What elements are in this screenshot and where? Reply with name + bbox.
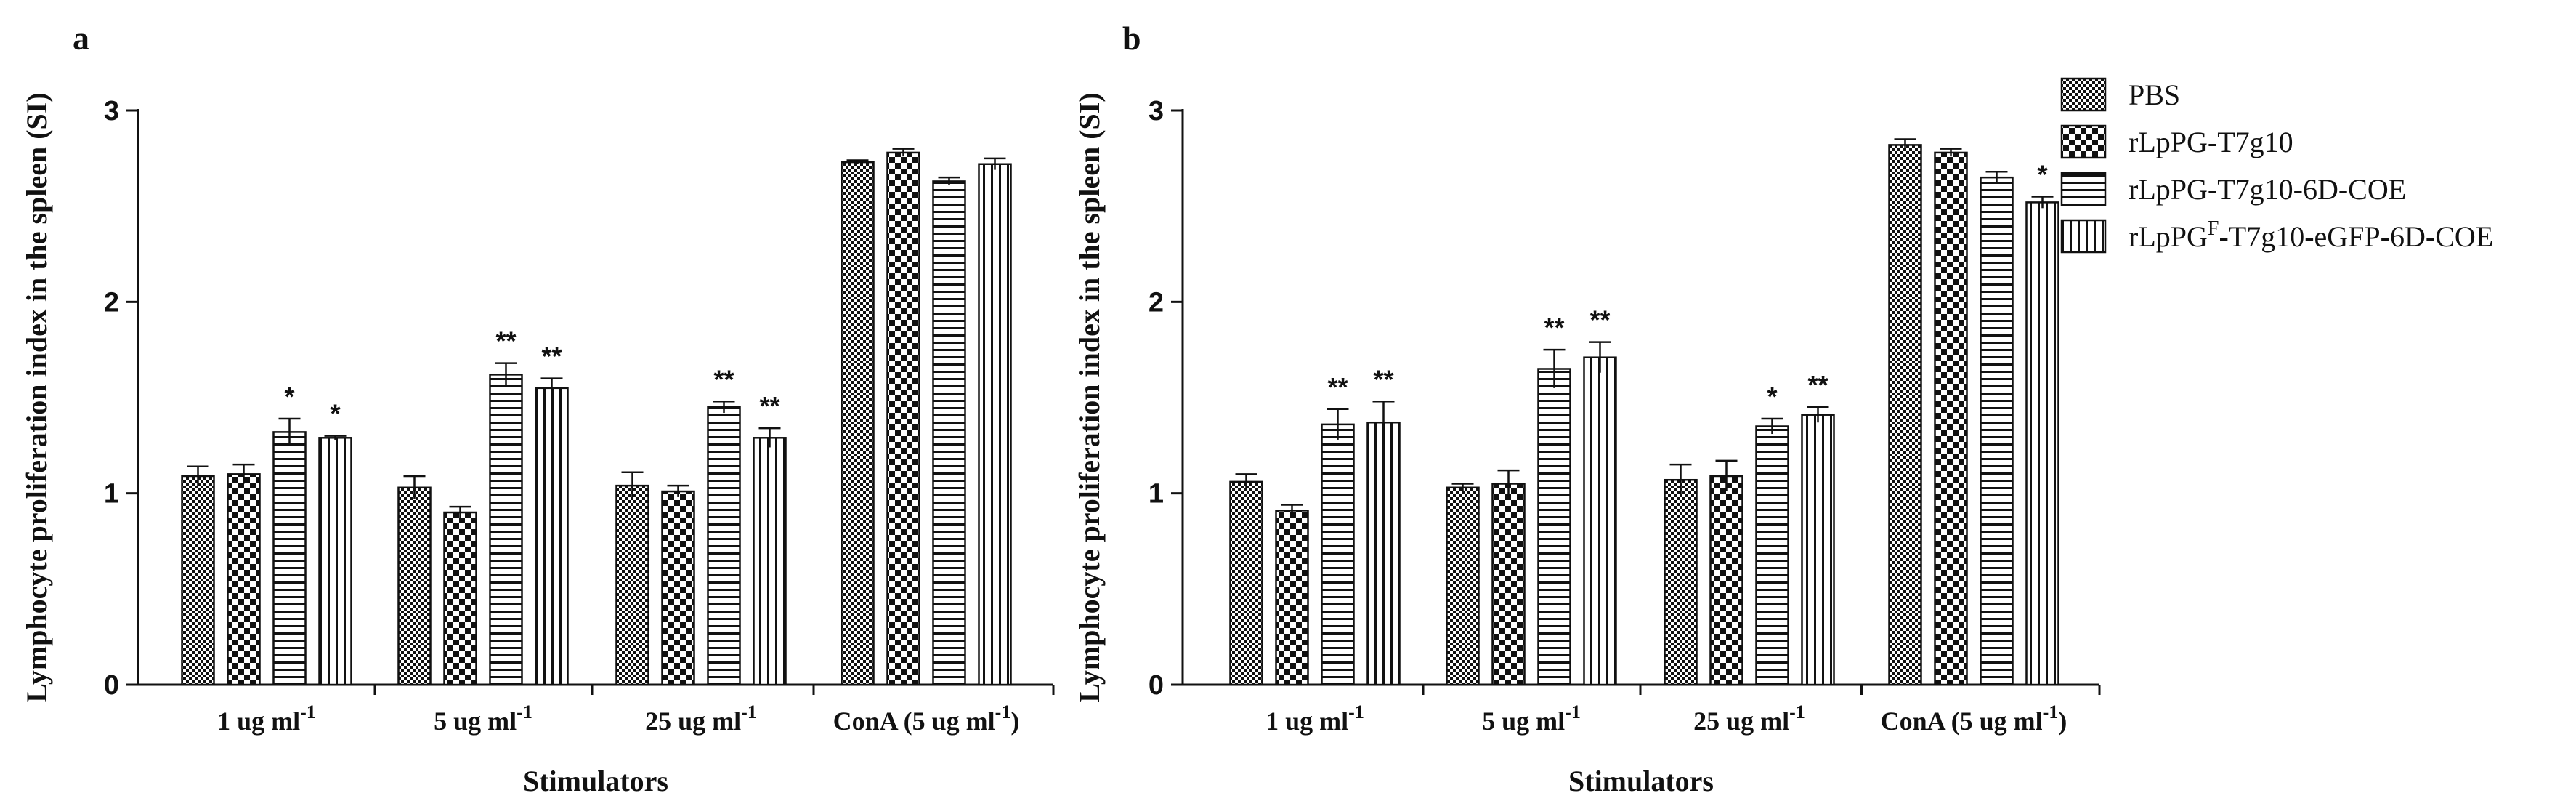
y-tick-label: 2 [1149,287,1164,318]
bar [1664,478,1698,686]
y-tick-label: 3 [104,96,119,126]
x-tick-label: 25 ug ml-1 [1693,701,1805,736]
legend-swatch [2060,124,2107,159]
x-tick-label: 5 ug ml-1 [434,701,532,736]
x-tick-label: ConA (5 ug ml-1) [833,701,1020,736]
bar [272,431,307,686]
bar [886,151,920,686]
bar [841,161,875,686]
bar [1229,480,1263,686]
bar [181,475,215,686]
x-tick-label: 1 ug ml-1 [217,701,316,736]
bar [1888,144,1922,686]
panel-letter: a [73,20,89,57]
x-axis-title: Stimulators [1568,765,1714,797]
significance-label: ** [1327,372,1348,402]
bar [443,511,477,686]
x-tick-label: 25 ug ml-1 [645,701,757,736]
bar [227,473,261,686]
significance-label: ** [541,342,562,371]
panel-letter: b [1122,20,1141,57]
y-axis-title: Lymphocyte proliferation index in the sp… [20,92,53,702]
x-tick-label: 1 ug ml-1 [1265,701,1364,736]
bar [489,374,523,686]
bar [707,406,741,686]
bar [1934,151,1968,686]
bar [318,437,352,686]
legend-label: PBS [2129,79,2180,111]
bar [1583,356,1617,686]
significance-label: * [2037,160,2047,190]
y-tick-label: 2 [104,287,119,318]
y-axis-title: Lymphocyte proliferation index in the sp… [1073,92,1106,702]
bar [1980,176,2014,686]
legend-swatch [2060,77,2107,112]
significance-label: ** [1807,370,1828,400]
legend-label: rLpPGF-T7g10-eGFP-6D-COE [2129,217,2493,253]
significance-label: ** [1373,364,1393,394]
significance-label: * [284,382,294,411]
bar [1537,368,1571,686]
significance-label: ** [1544,313,1564,342]
significance-label: ** [1589,305,1610,335]
legend-label: rLpPG-T7g10 [2129,126,2293,158]
bar [1801,414,1835,686]
bar [1491,483,1526,686]
bar [2025,201,2059,686]
y-tick-label: 1 [1149,479,1164,510]
bar [615,484,649,686]
x-tick-label: ConA (5 ug ml-1) [1881,701,2067,736]
bar [397,486,432,686]
legend: PBS rLpPG-T7g10 rLpPG-T7g10-6D-COE rLpPGF-T… [2060,77,2493,254]
bar [1275,510,1309,686]
significance-label: ** [713,364,734,394]
bar [661,490,695,686]
y-tick-label: 3 [1149,96,1164,126]
bar [1366,421,1401,686]
bar [1321,423,1355,686]
legend-swatch [2060,172,2107,206]
legend-swatch [2060,219,2107,254]
x-tick-label: 5 ug ml-1 [1482,701,1581,736]
y-tick-label: 0 [1149,670,1164,701]
bar [535,387,569,686]
bar [1709,475,1743,686]
y-tick-label: 0 [104,670,119,701]
legend-label: rLpPG-T7g10-6D-COE [2129,173,2406,206]
y-tick-label: 1 [104,479,119,510]
significance-label: * [1767,382,1777,411]
bar [1446,486,1480,686]
bar [932,180,966,686]
x-axis-title: Stimulators [523,765,668,797]
bar [1755,425,1789,686]
significance-label: * [330,399,340,429]
significance-label: ** [759,391,779,421]
bar [753,437,787,686]
significance-label: ** [495,326,516,356]
bar [978,163,1012,686]
